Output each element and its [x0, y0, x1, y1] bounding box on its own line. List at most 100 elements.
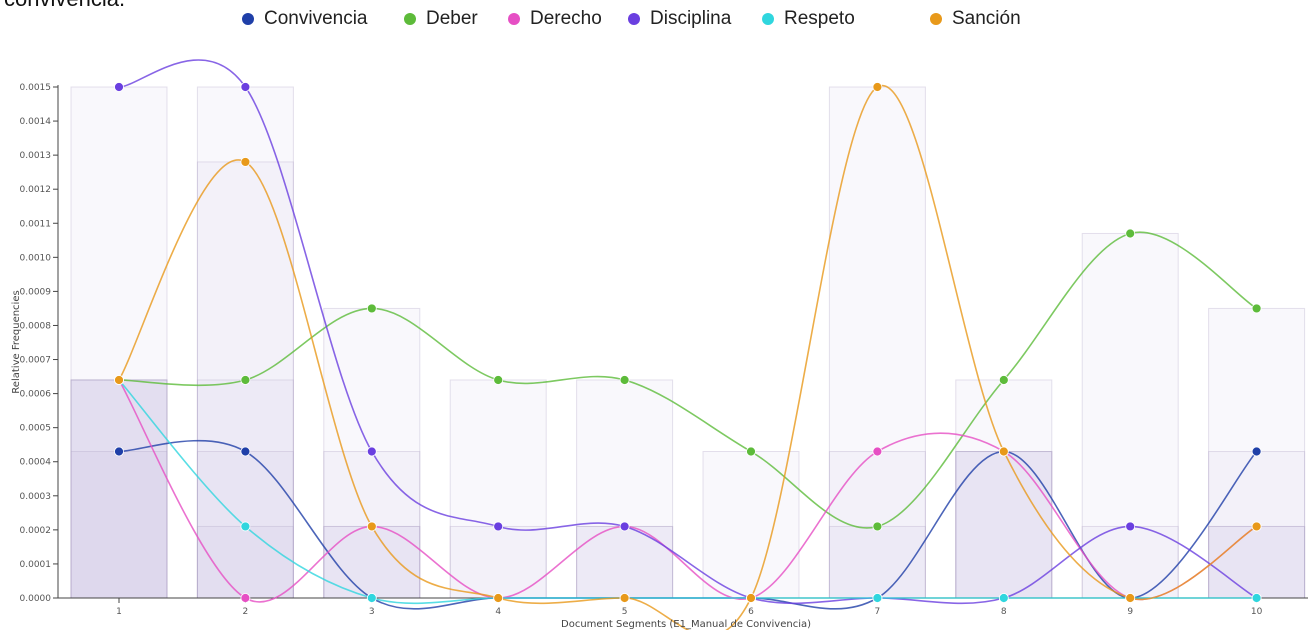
bg-bar [323, 525, 421, 599]
series-line-respeto [118, 379, 1257, 605]
legend-dot-deber [404, 13, 416, 25]
x-tick-label: 2 [243, 607, 249, 617]
x-tick-label: 6 [748, 607, 754, 617]
y-tick-label: 0.0006 [20, 390, 52, 400]
data-point-respeto [366, 593, 377, 603]
legend-label-disciplina: Disciplina [650, 8, 732, 29]
y-tick-label: 0.0008 [20, 321, 52, 331]
bg-bar [1081, 232, 1179, 599]
data-point-derecho [240, 593, 251, 603]
y-tick-label: 0.0004 [20, 458, 52, 468]
legend-dot-sancion [930, 13, 942, 25]
bars-layer [70, 86, 1306, 599]
y-tick-label: 0.0014 [20, 117, 52, 127]
y-tick-label: 0.0009 [20, 287, 52, 297]
bg-bar [196, 525, 294, 599]
y-tick-label: 0.0012 [20, 185, 52, 195]
points-layer [114, 82, 1262, 603]
legend-dot-derecho [508, 13, 520, 25]
legend-dot-disciplina [628, 13, 640, 25]
legend-item-derecho[interactable]: Derecho [508, 8, 602, 30]
x-tick-label: 8 [1001, 607, 1007, 617]
data-point-deber [366, 303, 377, 314]
data-point-respeto [998, 593, 1009, 603]
x-tick-label: 7 [875, 607, 881, 617]
bg-bar [576, 379, 674, 599]
y-tick-label: 0.0003 [20, 492, 52, 502]
legend-item-respeto[interactable]: Respeto [762, 8, 855, 30]
data-point-deber [998, 375, 1009, 385]
data-point-disciplina [366, 446, 377, 457]
y-tick-label: 0.0007 [20, 356, 52, 366]
bg-bar [70, 379, 168, 599]
data-point-sancion [998, 446, 1009, 457]
data-point-sancion [872, 82, 883, 92]
y-tick-label: 0.0002 [20, 526, 52, 536]
x-tick-label: 3 [369, 607, 375, 617]
bg-bar [449, 379, 547, 599]
x-tick-label: 4 [495, 607, 501, 617]
series-line-deber [118, 231, 1258, 529]
bg-bar [70, 451, 168, 599]
data-point-disciplina [240, 82, 251, 92]
bg-bar [196, 86, 294, 599]
legend-item-deber[interactable]: Deber [404, 8, 478, 30]
data-point-deber [746, 446, 756, 457]
data-point-sancion [240, 157, 251, 167]
x-tick-label: 1 [116, 607, 122, 617]
y-axis-label: Relative Frequencies [11, 290, 22, 393]
data-point-deber [1125, 228, 1136, 239]
legend-label-derecho: Derecho [530, 8, 602, 29]
data-point-sancion [1251, 521, 1262, 532]
data-point-sancion [1125, 593, 1136, 603]
y-tick-label: 0.0010 [20, 253, 52, 263]
legend-item-disciplina[interactable]: Disciplina [628, 8, 731, 30]
legend-label-deber: Deber [426, 8, 478, 29]
data-point-sancion [493, 593, 504, 603]
data-point-convivencia [240, 446, 251, 457]
bg-bar [1208, 525, 1306, 599]
bg-bar [576, 525, 674, 599]
data-point-respeto [240, 521, 251, 532]
legend-dot-respeto [762, 13, 774, 25]
bg-bar [828, 525, 926, 599]
data-point-disciplina [619, 521, 630, 532]
legend-label-convivencia: Convivencia [264, 8, 368, 29]
top-text-fragment: convivencia. [4, 0, 125, 12]
chart-legend: Convivencia Deber Derecho Disciplina Res… [0, 0, 1308, 44]
series-line-derecho [118, 379, 1257, 603]
data-point-convivencia [114, 446, 124, 457]
x-tick-label: 9 [1127, 607, 1133, 617]
data-point-derecho [872, 446, 883, 457]
x-axis-label: Document Segments (E1_Manual de Conviven… [561, 619, 811, 630]
legend-dot-convivencia [242, 13, 254, 25]
legend-label-sancion: Sanción [952, 8, 1021, 29]
data-point-deber [1251, 303, 1262, 314]
bg-bar [70, 379, 168, 599]
bg-bar [955, 379, 1053, 599]
bg-bar [70, 379, 168, 599]
legend-item-convivencia[interactable]: Convivencia [242, 8, 368, 30]
x-tick-label: 10 [1251, 607, 1263, 617]
bg-bar [1081, 525, 1179, 599]
data-point-sancion [619, 593, 630, 603]
legend-label-respeto: Respeto [784, 8, 855, 29]
y-tick-label: 0.0015 [20, 83, 52, 93]
data-point-convivencia [1251, 446, 1262, 457]
data-point-sancion [114, 375, 124, 385]
lines-layer [118, 59, 1258, 630]
data-point-deber [619, 375, 630, 385]
x-tick-label: 5 [622, 607, 628, 617]
y-tick-label: 0.0013 [20, 151, 52, 161]
data-point-disciplina [114, 82, 124, 92]
data-point-respeto [872, 593, 883, 603]
data-point-sancion [366, 521, 377, 532]
legend-item-sancion[interactable]: Sanción [930, 8, 1021, 30]
y-tick-label: 0.0005 [20, 424, 52, 434]
series-line-disciplina [118, 59, 1257, 605]
data-point-disciplina [493, 521, 504, 532]
data-point-deber [240, 375, 251, 385]
bg-bar [828, 86, 926, 599]
data-point-sancion [746, 593, 756, 603]
